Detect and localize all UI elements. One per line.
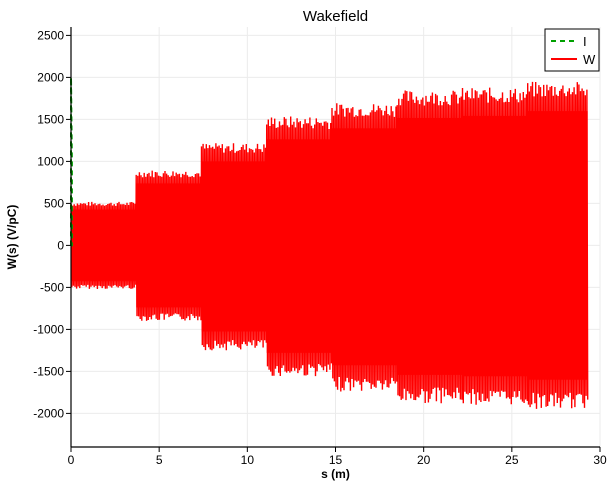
y-tick-label: -1000 xyxy=(33,322,64,336)
series-w-band xyxy=(71,209,137,282)
series-w-band xyxy=(136,183,202,308)
legend-box xyxy=(544,28,600,72)
y-tick-label: -500 xyxy=(40,280,64,294)
y-tick-label: 1000 xyxy=(37,154,64,168)
y-tick-label: 2500 xyxy=(37,28,64,42)
data-area xyxy=(70,77,589,409)
series-w-band xyxy=(266,139,332,353)
series-w-band xyxy=(462,115,528,377)
legend-label-w: W xyxy=(583,52,596,67)
series-w-band xyxy=(527,111,588,380)
x-tick-label: 30 xyxy=(593,453,607,467)
y-tick-label: -2000 xyxy=(33,406,64,420)
y-tick-label: 500 xyxy=(44,196,64,210)
x-tick-label: 25 xyxy=(505,453,519,467)
x-tick-label: 15 xyxy=(329,453,343,467)
y-tick-label: 1500 xyxy=(37,112,64,126)
legend: IW xyxy=(544,28,600,72)
y-axis-label: W(s) (V/pC) xyxy=(5,205,19,270)
series-w-band xyxy=(201,161,267,332)
x-tick-label: 5 xyxy=(156,453,163,467)
y-tick-label: 0 xyxy=(57,238,64,252)
series-w-band xyxy=(331,128,398,366)
x-tick-label: 20 xyxy=(417,453,431,467)
x-tick-label: 10 xyxy=(241,453,255,467)
chart-title: Wakefield xyxy=(303,8,368,25)
series-w-band xyxy=(397,117,463,375)
legend-label-i: I xyxy=(583,34,587,49)
y-tick-label: -1500 xyxy=(33,364,64,378)
x-axis-label: s (m) xyxy=(321,467,350,481)
x-tick-label: 0 xyxy=(68,453,75,467)
y-tick-label: 2000 xyxy=(37,70,64,84)
axes: 0 5 10 15 20 25 30 -2000 -1500 -1000 -500 0 500 1000 1… xyxy=(33,27,607,467)
